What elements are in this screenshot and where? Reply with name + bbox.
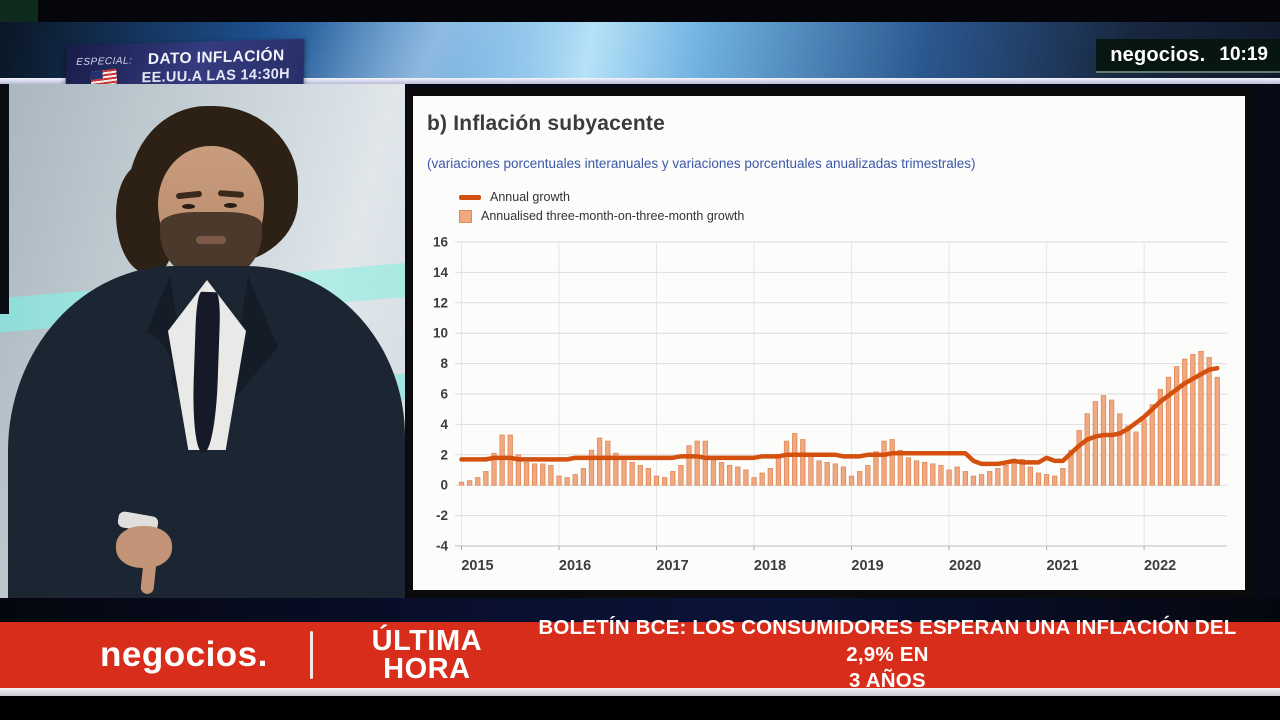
especial-label: ESPECIAL:: [76, 54, 133, 68]
svg-text:14: 14: [433, 265, 449, 280]
frame-edge: [0, 84, 9, 314]
channel-time-badge: negocios. 10:19: [1096, 39, 1280, 73]
lower-gap-strip: [0, 598, 1280, 622]
ticker-divider: [309, 631, 313, 679]
brand-logo: negocios.: [1110, 43, 1206, 66]
svg-text:10: 10: [433, 326, 448, 341]
legend-item-annualised-growth: Annualised three-month-on-three-month gr…: [459, 209, 744, 223]
svg-text:6: 6: [440, 387, 448, 402]
svg-text:2022: 2022: [1144, 558, 1176, 574]
top-bar: ESPECIAL: DATO INFLACIÓN EE.UU.A LAS 14:…: [0, 0, 1280, 98]
svg-text:2: 2: [440, 447, 448, 462]
legend-label: Annualised three-month-on-three-month gr…: [481, 209, 745, 223]
svg-text:2020: 2020: [949, 558, 981, 574]
svg-text:12: 12: [433, 295, 448, 310]
svg-text:-4: -4: [436, 539, 448, 554]
svg-text:2017: 2017: [656, 558, 688, 574]
presenter: [0, 84, 405, 622]
svg-text:16: 16: [433, 235, 449, 250]
svg-text:2019: 2019: [851, 558, 883, 574]
top-divider-line: [0, 78, 1280, 84]
ticker-brand-logo: negocios.: [100, 635, 268, 674]
studio-background: [0, 84, 405, 622]
chart-title: b) Inflación subyacente: [427, 112, 665, 135]
svg-text:-2: -2: [436, 508, 448, 523]
top-banner-sheen: [290, 22, 570, 78]
line-swatch-icon: [459, 194, 481, 200]
headline-line2: 3 AÑOS: [849, 669, 926, 693]
headline: BOLETÍN BCE: LOS CONSUMIDORES ESPERAN UN…: [507, 615, 1280, 695]
chart-legend: Annual growth Annualised three-month-on-…: [459, 190, 744, 223]
svg-text:8: 8: [440, 356, 448, 371]
svg-text:2018: 2018: [754, 558, 786, 574]
svg-text:2021: 2021: [1046, 558, 1078, 574]
svg-text:0: 0: [440, 478, 448, 493]
chart-panel: b) Inflación subyacente (variaciones por…: [405, 88, 1253, 598]
legend-item-annual-growth: Annual growth: [459, 190, 744, 204]
svg-text:2016: 2016: [559, 558, 591, 574]
legend-label: Annual growth: [490, 190, 570, 204]
breaking-label: ÚLTIMA HORA: [371, 624, 483, 685]
bottom-white-strip: [0, 688, 1280, 696]
clock-time: 10:19: [1219, 44, 1268, 65]
headline-line1: BOLETÍN BCE: LOS CONSUMIDORES ESPERAN UN…: [538, 616, 1237, 666]
inflation-chart: 2015 2016 2017 2018 2019 2020 2021 2022 16 14 12 10…: [433, 235, 1227, 574]
bar-swatch-icon: [459, 209, 472, 223]
breaking-news-ticker: negocios. ÚLTIMA HORA BOLETÍN BCE: LOS C…: [0, 616, 1280, 692]
chart-subtitle: (variaciones porcentuales interanuales y…: [427, 156, 976, 171]
svg-text:2015: 2015: [461, 558, 493, 574]
svg-text:4: 4: [440, 417, 448, 432]
